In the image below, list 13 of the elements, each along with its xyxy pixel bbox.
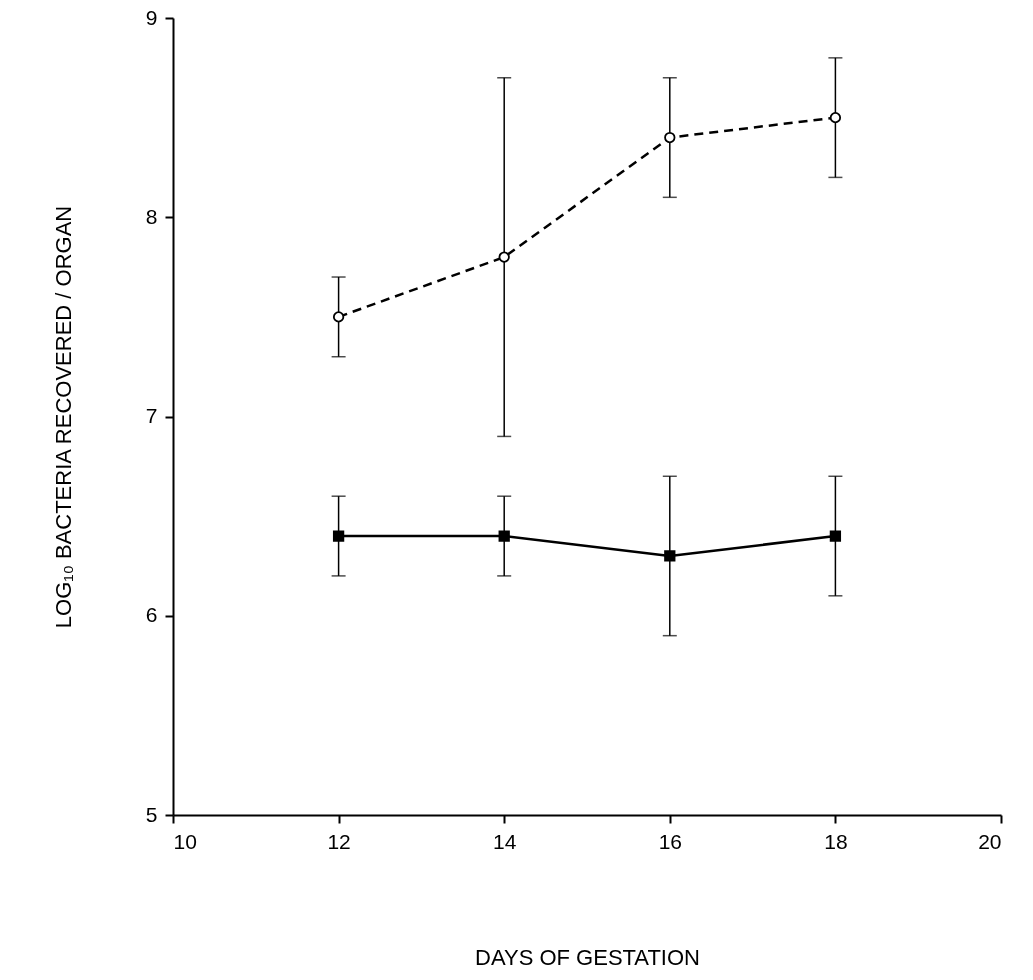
x-tick-label: 14 — [493, 829, 517, 853]
y-tick-label: 8 — [145, 204, 158, 228]
y-tick-label: 9 — [145, 5, 158, 29]
x-tick-label: 12 — [327, 829, 351, 853]
y-axis-title: LOG₁₀ BACTERIA RECOVERED / ORGAN — [50, 205, 76, 629]
x-axis-title: DAYS OF GESTATION — [475, 944, 700, 970]
x-tick-label: 16 — [658, 829, 682, 853]
y-tick-label: 6 — [145, 603, 158, 627]
x-tick-label: 18 — [824, 829, 848, 853]
x-tick-label: 20 — [978, 829, 1002, 853]
x-tick-label: 10 — [173, 829, 197, 853]
y-tick-label: 5 — [145, 802, 158, 826]
y-tick-label: 7 — [145, 404, 158, 427]
